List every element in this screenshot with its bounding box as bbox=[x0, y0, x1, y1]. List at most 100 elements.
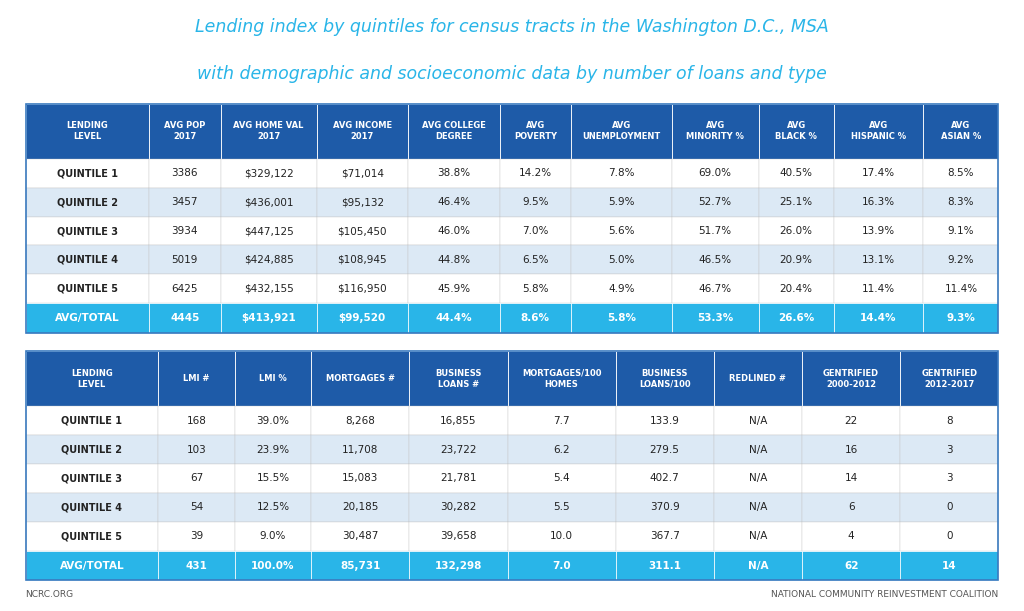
Bar bbox=[26, 435, 158, 464]
Text: $432,155: $432,155 bbox=[244, 284, 294, 294]
Text: 20.9%: 20.9% bbox=[779, 255, 813, 265]
Text: 52.7%: 52.7% bbox=[698, 197, 732, 207]
Bar bbox=[615, 464, 714, 493]
Bar bbox=[500, 274, 571, 303]
Bar bbox=[672, 303, 759, 333]
Text: $424,885: $424,885 bbox=[244, 255, 294, 265]
Text: LMI #: LMI # bbox=[183, 375, 210, 383]
Bar bbox=[158, 464, 234, 493]
Text: 6.5%: 6.5% bbox=[522, 255, 549, 265]
Bar bbox=[834, 303, 924, 333]
Text: 15.5%: 15.5% bbox=[256, 474, 290, 483]
Bar bbox=[900, 493, 998, 522]
Bar bbox=[802, 351, 900, 406]
Bar bbox=[714, 493, 802, 522]
Bar bbox=[150, 188, 220, 216]
Text: 279.5: 279.5 bbox=[649, 445, 680, 455]
Text: 20,185: 20,185 bbox=[342, 502, 379, 513]
Text: 6425: 6425 bbox=[172, 284, 198, 294]
Text: 11.4%: 11.4% bbox=[944, 284, 978, 294]
Bar bbox=[234, 435, 311, 464]
Text: 30,282: 30,282 bbox=[440, 502, 477, 513]
Bar bbox=[834, 104, 924, 159]
Bar bbox=[759, 159, 834, 188]
Bar bbox=[714, 435, 802, 464]
Bar bbox=[672, 246, 759, 274]
Text: 69.0%: 69.0% bbox=[698, 168, 732, 178]
Text: 168: 168 bbox=[186, 415, 207, 426]
Bar bbox=[311, 493, 410, 522]
Text: 12.5%: 12.5% bbox=[256, 502, 290, 513]
Bar bbox=[508, 435, 615, 464]
Bar bbox=[672, 274, 759, 303]
Text: AVG/TOTAL: AVG/TOTAL bbox=[55, 313, 120, 323]
Bar bbox=[26, 522, 158, 551]
Text: BUSINESS
LOANS/100: BUSINESS LOANS/100 bbox=[639, 369, 690, 389]
Text: 3: 3 bbox=[946, 474, 952, 483]
Bar bbox=[220, 274, 316, 303]
Bar bbox=[150, 303, 220, 333]
Text: AVG
POVERTY: AVG POVERTY bbox=[514, 122, 557, 141]
Text: 11.4%: 11.4% bbox=[862, 284, 895, 294]
Bar bbox=[234, 493, 311, 522]
Text: $447,125: $447,125 bbox=[244, 226, 294, 236]
Text: 9.3%: 9.3% bbox=[946, 313, 975, 323]
Bar bbox=[500, 246, 571, 274]
Text: 26.0%: 26.0% bbox=[779, 226, 813, 236]
Bar bbox=[615, 406, 714, 435]
Text: AVG
BLACK %: AVG BLACK % bbox=[775, 122, 817, 141]
Text: 14.2%: 14.2% bbox=[519, 168, 552, 178]
Text: MORTGAGES/100
HOMES: MORTGAGES/100 HOMES bbox=[522, 369, 601, 389]
Text: 46.0%: 46.0% bbox=[437, 226, 470, 236]
Bar bbox=[410, 406, 508, 435]
Text: 103: 103 bbox=[186, 445, 206, 455]
Text: AVG
HISPANIC %: AVG HISPANIC % bbox=[851, 122, 906, 141]
Bar bbox=[410, 493, 508, 522]
Text: NCRC.ORG: NCRC.ORG bbox=[26, 590, 74, 599]
Bar bbox=[409, 274, 500, 303]
Bar bbox=[900, 406, 998, 435]
Bar bbox=[311, 351, 410, 406]
Text: 0: 0 bbox=[946, 502, 952, 513]
Bar bbox=[508, 464, 615, 493]
Text: Lending index by quintiles for census tracts in the Washington D.C., MSA: Lending index by quintiles for census tr… bbox=[196, 18, 828, 35]
Text: AVG/TOTAL: AVG/TOTAL bbox=[59, 560, 124, 571]
Bar bbox=[508, 351, 615, 406]
Text: 431: 431 bbox=[185, 560, 207, 571]
Bar bbox=[234, 464, 311, 493]
Bar bbox=[410, 522, 508, 551]
Text: 6: 6 bbox=[848, 502, 854, 513]
Text: 46.5%: 46.5% bbox=[698, 255, 732, 265]
Bar bbox=[316, 303, 409, 333]
Bar bbox=[834, 246, 924, 274]
Text: 0: 0 bbox=[946, 531, 952, 541]
Bar bbox=[26, 188, 150, 216]
Bar bbox=[150, 104, 220, 159]
Text: 5.8%: 5.8% bbox=[607, 313, 636, 323]
Text: GENTRIFIED
2000-2012: GENTRIFIED 2000-2012 bbox=[823, 369, 880, 389]
Bar bbox=[924, 159, 998, 188]
Text: 311.1: 311.1 bbox=[648, 560, 681, 571]
Bar bbox=[672, 159, 759, 188]
Bar bbox=[900, 551, 998, 580]
Bar bbox=[802, 406, 900, 435]
Text: 5.4: 5.4 bbox=[553, 474, 570, 483]
Text: 3934: 3934 bbox=[172, 226, 198, 236]
Text: LMI %: LMI % bbox=[259, 375, 287, 383]
Bar bbox=[500, 104, 571, 159]
Text: 5.5: 5.5 bbox=[553, 502, 570, 513]
Text: 3457: 3457 bbox=[172, 197, 198, 207]
Text: 17.4%: 17.4% bbox=[862, 168, 895, 178]
Bar bbox=[409, 246, 500, 274]
Text: 367.7: 367.7 bbox=[649, 531, 680, 541]
Bar bbox=[26, 303, 150, 333]
Text: 9.0%: 9.0% bbox=[260, 531, 286, 541]
Bar bbox=[410, 351, 508, 406]
Bar bbox=[234, 351, 311, 406]
Bar bbox=[802, 522, 900, 551]
Text: QUINTILE 1: QUINTILE 1 bbox=[57, 168, 118, 178]
Bar bbox=[615, 522, 714, 551]
Bar bbox=[802, 464, 900, 493]
Text: 370.9: 370.9 bbox=[650, 502, 680, 513]
Text: 7.0%: 7.0% bbox=[522, 226, 549, 236]
